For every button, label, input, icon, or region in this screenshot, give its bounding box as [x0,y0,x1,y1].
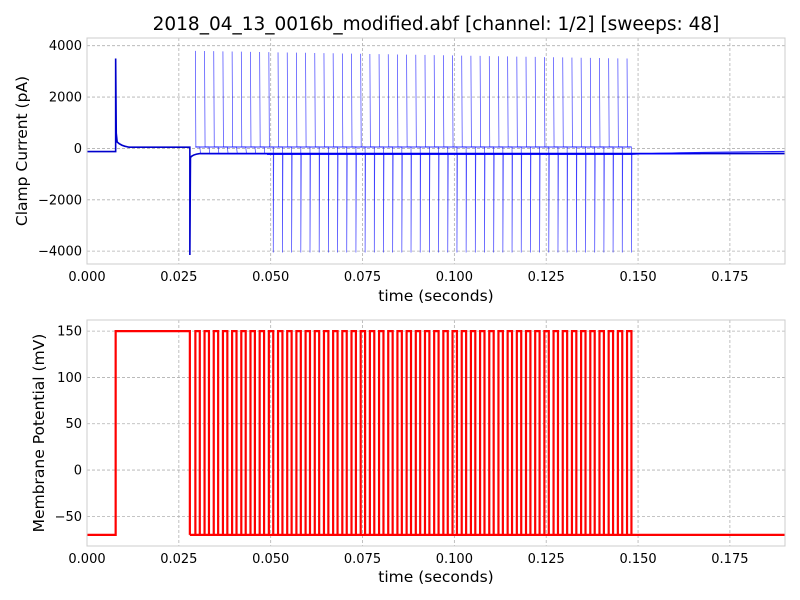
x-tick-label: 0.050 [252,270,289,285]
plot-background [87,320,785,546]
pulse-trace [598,330,605,535]
x-tick-label: 0.050 [252,552,289,567]
pulse-trace [322,330,330,535]
pulse-trace [570,330,578,535]
x-axis-label: time (seconds) [378,568,493,586]
y-tick-label: 100 [57,371,82,386]
pulse-trace [387,330,394,535]
pulse-trace [396,330,403,535]
pulse-trace [543,330,550,535]
y-tick-label: −50 [55,510,82,525]
x-tick-label: 0.025 [160,552,197,567]
pulse-trace [561,330,569,535]
y-tick-label: 0 [74,464,82,479]
x-tick-label: 0.100 [436,270,473,285]
pulse-trace [221,330,229,535]
chart-title: 2018_04_13_0016b_modified.abf [channel: … [153,14,720,35]
pulse-trace [515,330,523,535]
x-ticks: 0.000 0.025 0.050 0.075 0.100 0.125 0.150 0.175 [68,270,748,285]
pulse-trace [497,330,504,535]
pulse-trace [212,330,220,535]
pulse-trace [194,330,201,535]
x-tick-label: 0.100 [436,552,473,567]
pulse-trace [276,330,284,535]
pulse-trace [240,330,247,535]
pulse-trace [350,330,358,535]
x-tick-label: 0.125 [528,552,565,567]
clamp-current-panel: 0.000 0.025 0.050 0.075 0.100 0.125 0.150 0.175… [13,37,786,305]
pulse-trace [377,330,385,535]
y-tick-label: 150 [57,325,82,340]
x-tick-label: 0.075 [344,552,381,567]
holding-trace [267,150,785,155]
pulse-trace [589,330,596,535]
pulse-trace [267,330,275,535]
voltage-traces [87,330,785,536]
pulse-trace [341,330,348,535]
pulse-trace [524,330,532,535]
pulse-trace [580,330,587,535]
y-tick-label: 2000 [49,91,82,106]
y-tick-label: 4000 [49,39,82,54]
plot-background [87,38,785,264]
y-tick-label: 50 [65,417,82,432]
step-trace [87,58,785,256]
current-traces [87,50,785,256]
grid [86,38,785,264]
plot-frame [86,37,786,265]
x-tick-label: 0.175 [711,270,748,285]
membrane-potential-panel: 0.000 0.025 0.050 0.075 0.100 0.125 0.150 0.175… [30,319,786,586]
plot-frame [86,319,786,547]
y-axis-label: Clamp Current (pA) [13,76,31,226]
y-ticks: −50 0 50 100 150 [55,325,82,525]
pulse-trace [304,330,312,535]
x-ticks: 0.000 0.025 0.050 0.075 0.100 0.125 0.150 0.175 [68,552,748,567]
pulse-trace [433,330,440,535]
pulse-trace [607,330,615,535]
x-tick-label: 0.000 [68,552,105,567]
pulse-trace [552,330,560,535]
y-tick-label: −4000 [38,245,82,260]
pulse-trace [506,330,514,535]
x-tick-label: 0.000 [68,270,105,285]
pulse-trace [460,330,468,535]
y-axis-label: Membrane Potential (mV) [30,334,48,533]
step-trace [87,330,191,536]
x-axis-label: time (seconds) [378,287,493,305]
pulse-trace [359,330,367,535]
pulse-trace [286,330,293,535]
pulse-trace [442,330,449,535]
pulse-trace [534,330,541,535]
pulse-trace [469,330,477,535]
x-tick-label: 0.150 [619,270,656,285]
pulse-trace [368,330,376,535]
pulse-trace [478,330,486,535]
pulse-trace [295,330,302,535]
plot-area [87,50,785,256]
pulse-trace [414,330,422,535]
x-tick-label: 0.175 [711,552,748,567]
pulse-trace [332,330,339,535]
y-tick-label: −2000 [38,193,82,208]
y-ticks: −4000 −2000 0 2000 4000 [38,39,82,259]
x-tick-label: 0.025 [160,270,197,285]
x-tick-label: 0.150 [619,552,656,567]
pulse-trace [625,330,633,535]
plot-area [87,330,785,536]
pulse-trace [451,330,459,535]
pulse-trace [249,330,256,535]
pulse-trace [423,330,431,535]
pulse-trace [231,330,238,535]
pulse-trace [313,330,321,535]
pulse-trace [258,330,266,535]
y-tick-label: 0 [74,142,82,157]
pulse-trace [405,330,413,535]
pulse-trace [203,330,211,535]
x-tick-label: 0.125 [528,270,565,285]
pulse-trace [616,330,624,535]
x-tick-label: 0.075 [344,270,381,285]
pulse-trace [488,330,495,535]
